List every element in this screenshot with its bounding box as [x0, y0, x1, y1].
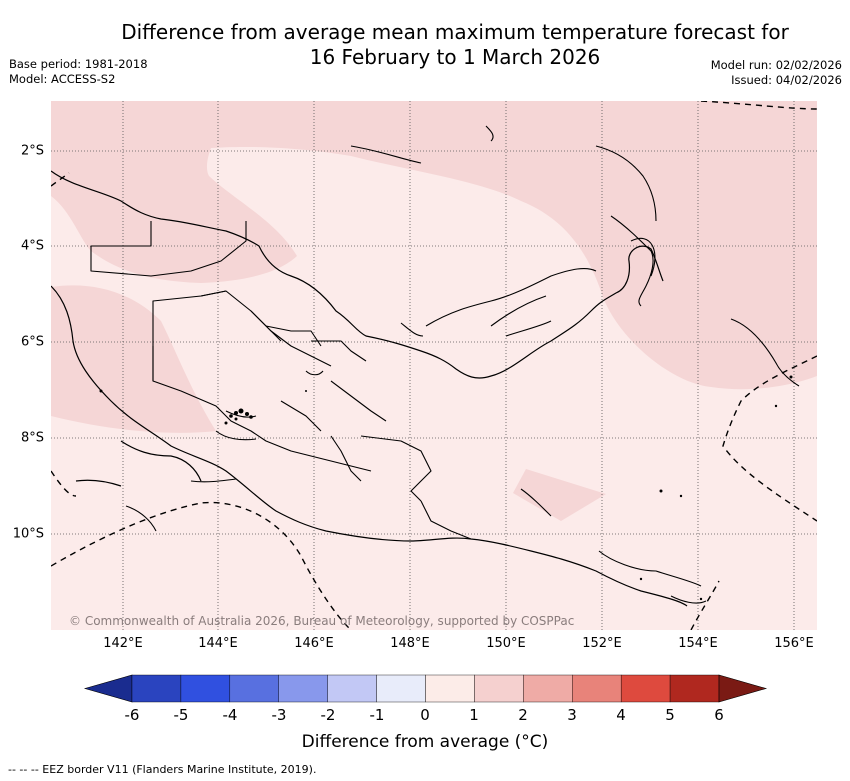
islands-dots	[99, 375, 793, 601]
lat-label-8s: 8°S	[20, 430, 44, 446]
colorbar-tick: 3	[567, 706, 577, 724]
colorbar-segment	[376, 674, 426, 703]
map-svg	[51, 101, 817, 630]
lon-label-146e: 146°E	[294, 636, 334, 651]
colorbar-tick: 2	[518, 706, 528, 724]
colorbar-arrow-low	[83, 674, 133, 703]
colorbar-segment	[229, 674, 279, 703]
provincial-borders	[90, 221, 472, 540]
colorbar-tick: 1	[469, 706, 479, 724]
colorbar-segment	[131, 674, 182, 703]
anomaly-zone-southwest	[51, 285, 216, 433]
colorbar-tick: -1	[369, 706, 385, 724]
coastline-islands	[125, 125, 800, 604]
lon-label-152e: 152°E	[582, 636, 622, 651]
colorbar-segment	[523, 674, 573, 703]
model-run: Model run: 02/02/2026	[710, 58, 842, 72]
lat-label-4s: 4°S	[20, 238, 44, 254]
anomaly-zone-north	[51, 101, 817, 390]
colorbar-tick: 0	[420, 706, 430, 724]
colorbar-tick: -6	[124, 706, 140, 724]
lon-label-148e: 148°E	[390, 636, 430, 651]
colorbar-segment	[474, 674, 524, 703]
colorbar-tick: -2	[320, 706, 336, 724]
issued-date: Issued: 04/02/2026	[731, 73, 842, 87]
lon-label-142e: 142°E	[103, 636, 143, 651]
colorbar-segment	[620, 674, 671, 703]
colorbar-tick: -4	[222, 706, 238, 724]
colorbar-segment	[327, 674, 377, 703]
map-gridlines	[51, 101, 817, 630]
eez-legend: -- -- -- EEZ border V11 (Flanders Marine…	[8, 763, 317, 776]
colorbar-label: Difference from average (°C)	[301, 732, 549, 752]
colorbar-segment	[425, 674, 475, 703]
colorbar-tick: 5	[665, 706, 675, 724]
colorbar-segment	[180, 674, 231, 703]
meta-right: Model run: 02/02/2026 Issued: 04/02/2026	[711, 58, 842, 88]
lon-label-150e: 150°E	[486, 636, 526, 651]
anomaly-zone-islands	[513, 469, 606, 521]
colorbar-tick: -3	[271, 706, 287, 724]
lon-label-154e: 154°E	[678, 636, 718, 651]
lon-label-144e: 144°E	[198, 636, 238, 651]
eez-borders	[51, 101, 817, 630]
lon-label-156e: 156°E	[774, 636, 814, 651]
map-title: Difference from average mean maximum tem…	[60, 20, 850, 70]
colorbar-tick: 6	[714, 706, 724, 724]
map-panel	[51, 101, 817, 630]
colorbar-segment	[278, 674, 328, 703]
lat-label-6s: 6°S	[20, 334, 44, 350]
meta-left: Base period: 1981-2018 Model: ACCESS-S2	[9, 57, 148, 87]
base-period: Base period: 1981-2018	[9, 57, 148, 71]
colorbar-segment	[572, 674, 622, 703]
lat-label-2s: 2°S	[20, 143, 44, 159]
colorbar-tick: -5	[173, 706, 189, 724]
title-line-2: 16 February to 1 March 2026	[309, 45, 601, 69]
copyright-notice: © Commonwealth of Australia 2026, Bureau…	[69, 614, 575, 628]
colorbar-segment	[669, 674, 720, 703]
coastline-mainland	[51, 170, 688, 607]
lat-label-10s: 10°S	[12, 526, 44, 542]
title-line-1: Difference from average mean maximum tem…	[121, 20, 789, 44]
colorbar-tick: 4	[616, 706, 626, 724]
colorbar-arrow-high	[718, 674, 768, 703]
model-name: Model: ACCESS-S2	[9, 72, 116, 86]
